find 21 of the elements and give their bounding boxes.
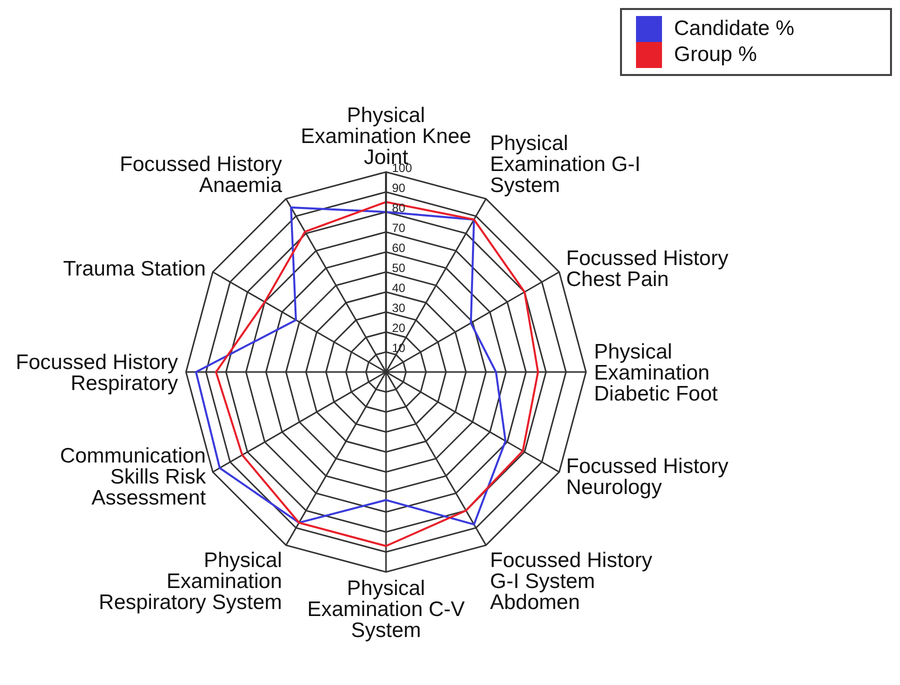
spoke-label: Communication Skills Risk Assessment — [60, 444, 206, 510]
legend-label: Candidate % — [674, 16, 794, 40]
y-tick-label: 30 — [392, 301, 406, 315]
y-tick-label: 20 — [392, 321, 406, 335]
spoke-label: Trauma Station — [63, 257, 206, 280]
y-tick-label: 60 — [392, 241, 406, 255]
y-tick-label: 80 — [392, 201, 406, 215]
spoke-label: Focussed History Anaemia — [120, 152, 282, 197]
legend-label: Group % — [674, 42, 757, 66]
y-tick-label: 70 — [392, 221, 406, 235]
spoke-label: Focussed History Respiratory — [16, 350, 178, 395]
spoke-label: Focussed History Neurology — [566, 454, 729, 499]
spoke-label: Physical Examination C-V System — [307, 576, 465, 642]
y-tick-label: 40 — [392, 281, 406, 295]
spoke-label: Focussed History Chest Pain — [566, 246, 729, 291]
spoke-label: Physical Examination Respiratory System — [98, 549, 282, 614]
spoke-label: Physical Examination Diabetic Foot — [594, 340, 718, 406]
y-tick-label: 90 — [392, 181, 406, 195]
spoke-label: Physical Examination G-I System — [490, 132, 641, 197]
spoke-label: Focussed History G-I System Abdomen — [490, 549, 653, 614]
y-tick-label: 50 — [392, 261, 406, 275]
